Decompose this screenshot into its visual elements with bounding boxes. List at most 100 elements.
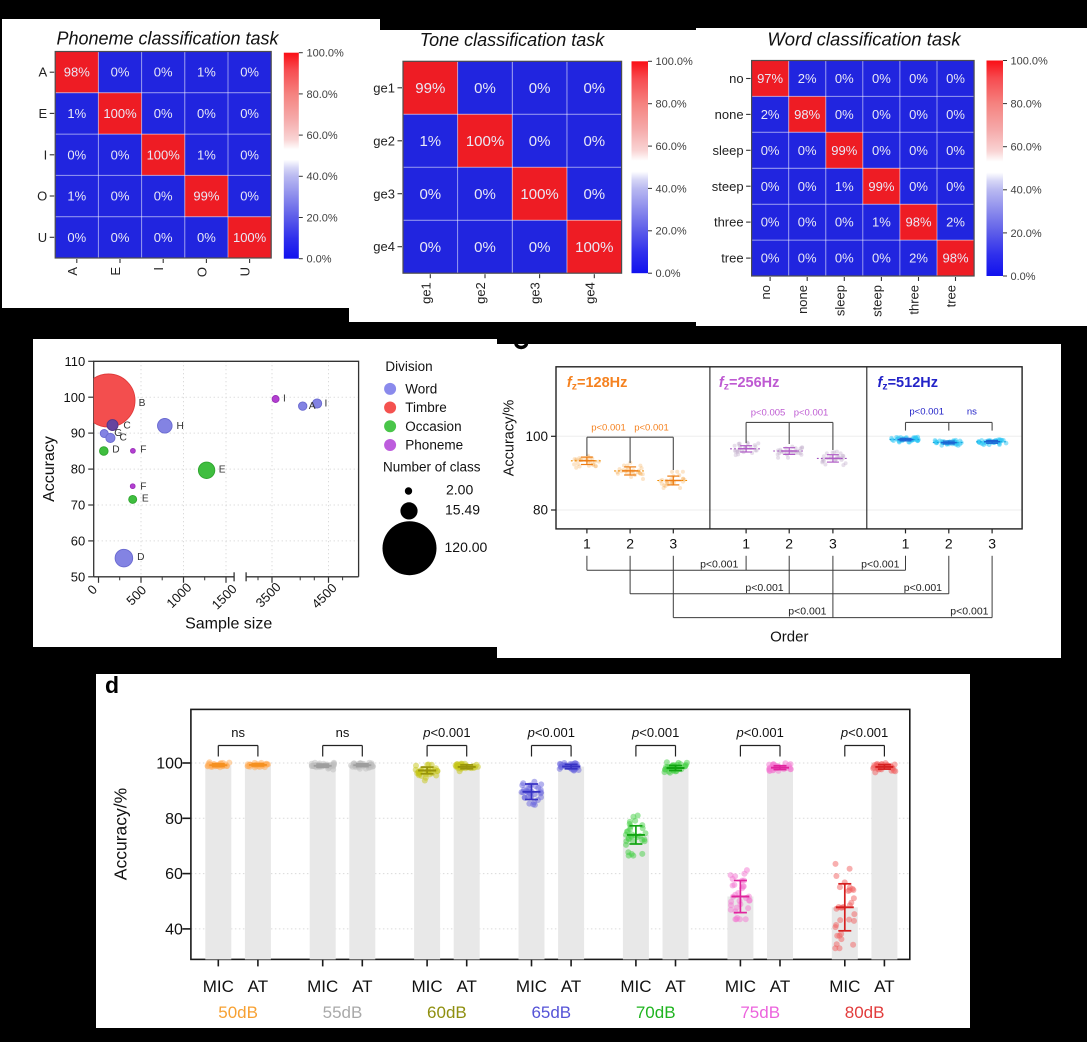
svg-text:ge2: ge2	[473, 282, 488, 304]
svg-text:E: E	[39, 106, 48, 121]
svg-text:3: 3	[829, 536, 837, 552]
svg-text:d: d	[105, 672, 119, 698]
svg-text:1%: 1%	[197, 147, 216, 162]
svg-text:E: E	[108, 267, 123, 276]
svg-text:Tone classification task: Tone classification task	[420, 30, 605, 50]
svg-text:99%: 99%	[415, 80, 445, 97]
svg-text:0%: 0%	[154, 230, 173, 245]
svg-text:ge4: ge4	[582, 282, 597, 304]
svg-text:40.0%: 40.0%	[656, 183, 687, 195]
svg-text:40.0%: 40.0%	[307, 171, 338, 183]
svg-text:A: A	[39, 65, 48, 80]
svg-text:ge3: ge3	[528, 282, 543, 304]
svg-text:U: U	[38, 230, 47, 245]
svg-text:60dB: 60dB	[427, 1003, 467, 1022]
svg-text:0%: 0%	[240, 147, 259, 162]
svg-text:99%: 99%	[831, 143, 857, 158]
svg-text:ns: ns	[336, 725, 350, 740]
svg-text:A: A	[309, 401, 316, 412]
svg-text:three: three	[714, 215, 744, 230]
svg-text:0%: 0%	[946, 143, 965, 158]
svg-text:p<0.001: p<0.001	[794, 408, 829, 419]
svg-text:sleep: sleep	[713, 143, 744, 158]
svg-text:Occasion: Occasion	[405, 419, 461, 434]
svg-text:0%: 0%	[909, 143, 928, 158]
svg-text:0%: 0%	[872, 143, 891, 158]
svg-text:p<0.005: p<0.005	[751, 408, 786, 419]
svg-text:3: 3	[988, 536, 996, 552]
svg-text:Phoneme: Phoneme	[405, 438, 463, 453]
svg-text:0%: 0%	[872, 251, 891, 266]
svg-text:0%: 0%	[154, 189, 173, 204]
svg-text:Word classification task: Word classification task	[767, 29, 962, 50]
svg-text:100%: 100%	[575, 239, 613, 256]
svg-text:2: 2	[626, 536, 634, 552]
svg-text:100: 100	[525, 429, 548, 444]
svg-text:100%: 100%	[233, 230, 267, 245]
svg-text:ge3: ge3	[373, 186, 395, 201]
svg-text:ns: ns	[231, 725, 245, 740]
svg-text:p<0.001: p<0.001	[861, 558, 899, 570]
svg-text:Order: Order	[770, 629, 808, 646]
svg-text:0%: 0%	[529, 133, 551, 150]
svg-text:fz=512Hz: fz=512Hz	[878, 375, 938, 393]
svg-text:80: 80	[533, 503, 548, 518]
svg-text:0.0%: 0.0%	[307, 254, 332, 266]
svg-text:p<0.001: p<0.001	[840, 725, 888, 740]
svg-text:0%: 0%	[583, 80, 605, 97]
svg-text:55dB: 55dB	[323, 1003, 363, 1022]
svg-text:1%: 1%	[197, 65, 216, 80]
svg-text:0%: 0%	[67, 230, 86, 245]
svg-text:AT: AT	[456, 977, 476, 996]
svg-text:80: 80	[165, 811, 183, 828]
svg-text:0%: 0%	[798, 215, 817, 230]
svg-text:p<0.001: p<0.001	[745, 582, 783, 594]
svg-text:E: E	[219, 465, 226, 476]
svg-text:0%: 0%	[529, 239, 551, 256]
svg-text:0%: 0%	[761, 179, 780, 194]
svg-text:I: I	[151, 267, 166, 271]
svg-text:O: O	[37, 189, 47, 204]
svg-text:no: no	[729, 71, 743, 86]
svg-text:Division: Division	[385, 359, 432, 374]
svg-text:70dB: 70dB	[636, 1003, 676, 1022]
svg-text:0%: 0%	[111, 65, 130, 80]
svg-text:110: 110	[64, 354, 85, 369]
svg-text:0%: 0%	[197, 106, 216, 121]
svg-text:0%: 0%	[761, 215, 780, 230]
svg-text:100.0%: 100.0%	[656, 56, 694, 68]
svg-text:100: 100	[63, 390, 85, 405]
svg-text:0%: 0%	[909, 107, 928, 122]
svg-text:1: 1	[902, 536, 910, 552]
svg-text:50dB: 50dB	[218, 1003, 258, 1022]
svg-text:C: C	[123, 421, 130, 432]
svg-text:100%: 100%	[466, 133, 504, 150]
svg-text:2: 2	[945, 536, 953, 552]
svg-text:0%: 0%	[946, 179, 965, 194]
svg-text:fz=256Hz: fz=256Hz	[719, 375, 779, 393]
svg-text:98%: 98%	[64, 65, 90, 80]
svg-text:2%: 2%	[909, 251, 928, 266]
svg-text:AT: AT	[561, 977, 581, 996]
svg-text:three: three	[907, 285, 922, 315]
svg-text:2%: 2%	[761, 107, 780, 122]
svg-text:1%: 1%	[835, 179, 854, 194]
svg-text:0%: 0%	[419, 239, 441, 256]
svg-text:60.0%: 60.0%	[307, 130, 338, 142]
svg-text:p<0.001: p<0.001	[634, 423, 669, 434]
svg-text:99%: 99%	[193, 189, 219, 204]
svg-text:ns: ns	[967, 406, 977, 417]
svg-text:1%: 1%	[872, 215, 891, 230]
svg-text:1%: 1%	[419, 133, 441, 150]
svg-text:I: I	[325, 398, 328, 409]
svg-text:ge1: ge1	[373, 80, 395, 95]
svg-text:80dB: 80dB	[845, 1003, 885, 1022]
svg-text:p<0.001: p<0.001	[788, 606, 826, 618]
svg-text:0%: 0%	[872, 107, 891, 122]
svg-text:no: no	[758, 285, 773, 299]
svg-text:1: 1	[583, 536, 591, 552]
svg-text:E: E	[142, 494, 149, 505]
svg-text:80: 80	[71, 462, 85, 477]
svg-text:100%: 100%	[520, 186, 558, 203]
svg-text:AT: AT	[770, 977, 790, 996]
